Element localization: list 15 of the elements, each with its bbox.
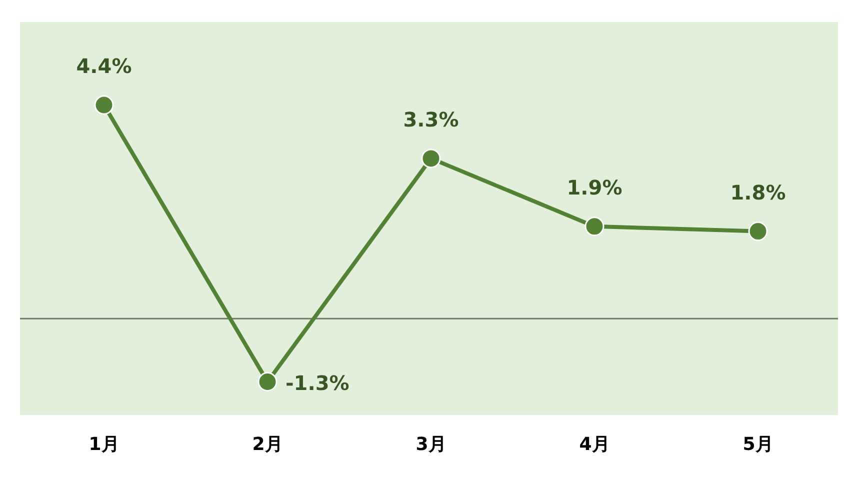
x-tick-label: 5月 bbox=[742, 434, 774, 455]
point bbox=[748, 222, 768, 242]
data-label: -1.3% bbox=[286, 370, 350, 395]
x-tick-label: 1月 bbox=[88, 434, 120, 455]
point bbox=[258, 372, 278, 392]
point bbox=[94, 95, 114, 115]
data-label: 1.8% bbox=[730, 180, 786, 204]
data-label: 1.9% bbox=[566, 175, 622, 200]
data-label: 4.4% bbox=[76, 54, 132, 78]
point bbox=[584, 216, 604, 236]
x-tick-label: 2月 bbox=[252, 434, 283, 455]
data-label: 3.3% bbox=[403, 107, 459, 132]
x-tick-label: 4月 bbox=[579, 434, 610, 455]
point bbox=[421, 148, 441, 168]
x-tick-label: 3月 bbox=[416, 434, 446, 455]
